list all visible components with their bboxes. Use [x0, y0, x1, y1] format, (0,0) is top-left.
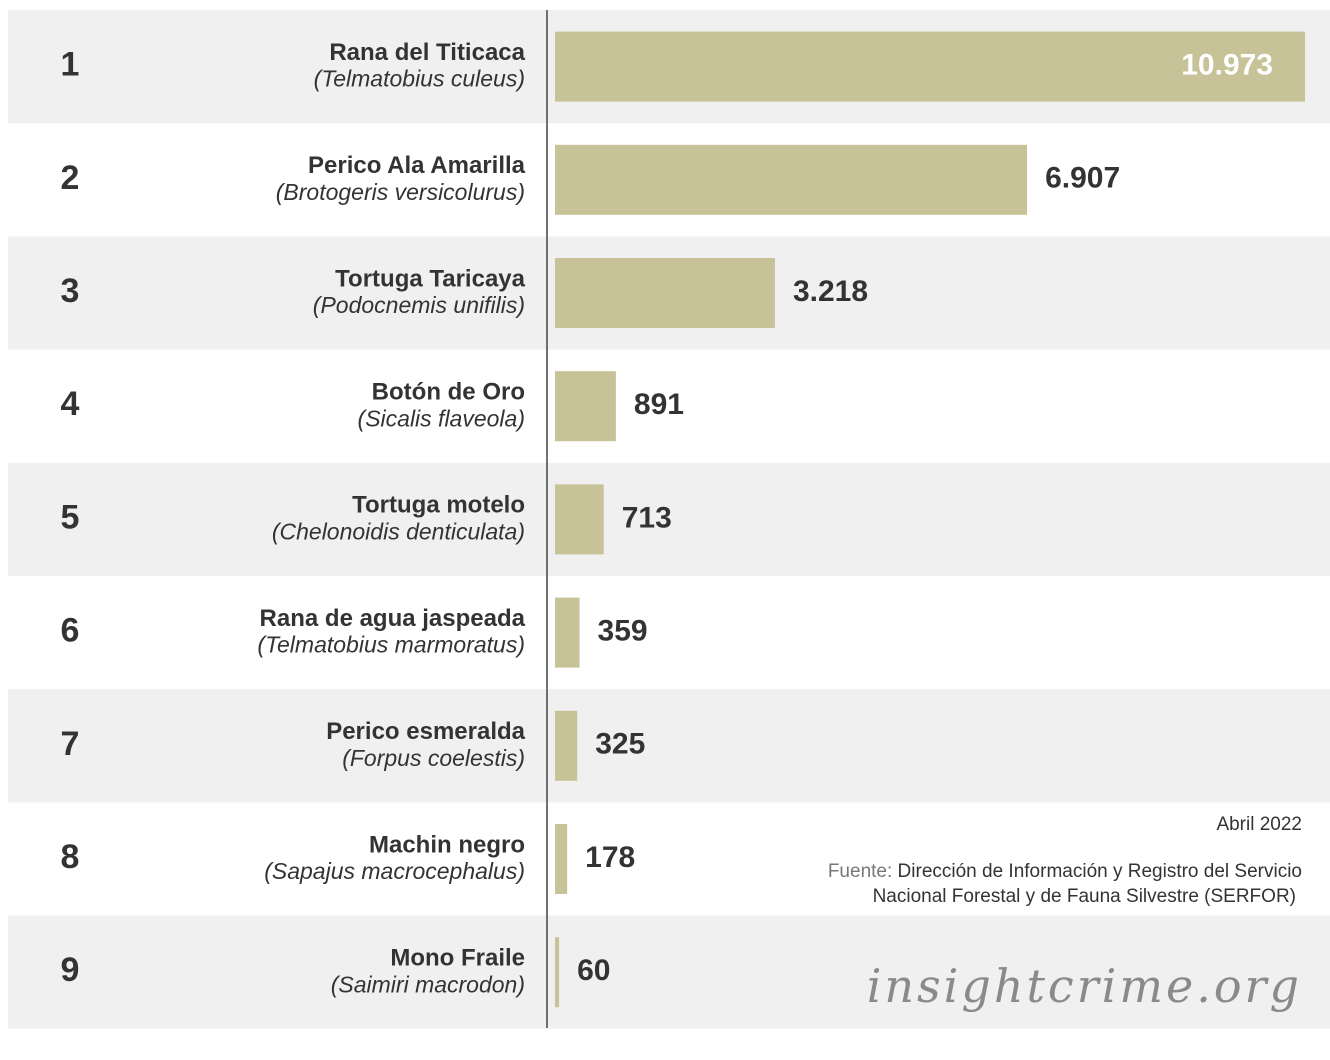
- scientific-name: (Brotogeris versicolurus): [276, 179, 525, 205]
- value-label: 713: [622, 501, 672, 534]
- bar: [555, 144, 1028, 215]
- bar: [555, 824, 568, 894]
- category-label: Perico Ala Amarilla: [308, 152, 526, 179]
- bar: [555, 484, 604, 555]
- value-label: 359: [598, 615, 648, 648]
- category-label: Perico esmeralda: [326, 718, 525, 745]
- scientific-name: (Telmatobius marmoratus): [257, 632, 525, 658]
- row-background: [8, 915, 1330, 1029]
- source-note: Fuente: Dirección de Información y Regis…: [828, 861, 1302, 882]
- source-line: Dirección de Información y Registro del …: [898, 861, 1302, 882]
- rank: 2: [61, 159, 80, 197]
- rank: 9: [61, 951, 80, 989]
- category-label: Machin negro: [369, 831, 525, 858]
- source-label: Fuente:: [828, 861, 892, 882]
- value-label: 325: [595, 728, 645, 761]
- rank: 7: [61, 725, 80, 763]
- bar: [555, 597, 580, 668]
- value-label: 3.218: [793, 275, 868, 308]
- rank: 3: [61, 272, 80, 310]
- row-background: [8, 462, 1330, 576]
- rank: 1: [61, 46, 80, 84]
- scientific-name: (Sicalis flaveola): [358, 405, 525, 431]
- bar: [555, 371, 616, 442]
- value-label: 178: [585, 841, 635, 874]
- scientific-name: (Forpus coelestis): [342, 745, 525, 771]
- category-label: Tortuga motelo: [352, 492, 525, 519]
- category-label: Botón de Oro: [372, 379, 525, 406]
- scientific-name: (Saimiri macrodon): [331, 971, 525, 997]
- category-label: Rana de agua jaspeada: [260, 605, 526, 632]
- value-label: 6.907: [1045, 162, 1120, 195]
- rank: 8: [61, 838, 80, 876]
- category-label: Rana del Titicaca: [329, 39, 525, 66]
- scientific-name: (Telmatobius culeus): [314, 66, 525, 92]
- category-label: Mono Fraile: [390, 945, 525, 972]
- category-label: Tortuga Taricaya: [335, 265, 525, 292]
- bar: [555, 258, 775, 328]
- row-background: [8, 689, 1330, 803]
- rank: 4: [61, 385, 80, 423]
- source-line: Nacional Forestal y de Fauna Silvestre (…: [873, 886, 1296, 907]
- scientific-name: (Sapajus macrocephalus): [264, 858, 525, 884]
- scientific-name: (Podocnemis unifilis): [313, 292, 525, 318]
- value-label: 10.973: [1181, 49, 1273, 82]
- watermark: insightcrime.org: [867, 959, 1302, 1013]
- rank: 5: [61, 498, 80, 536]
- bar: [555, 710, 578, 781]
- rank: 6: [61, 612, 80, 650]
- value-label: 891: [634, 388, 684, 421]
- value-label: 60: [577, 954, 610, 987]
- date-note: Abril 2022: [1216, 814, 1302, 835]
- scientific-name: (Chelonoidis denticulata): [272, 518, 525, 544]
- bar: [555, 937, 560, 1008]
- bar: [555, 31, 1305, 102]
